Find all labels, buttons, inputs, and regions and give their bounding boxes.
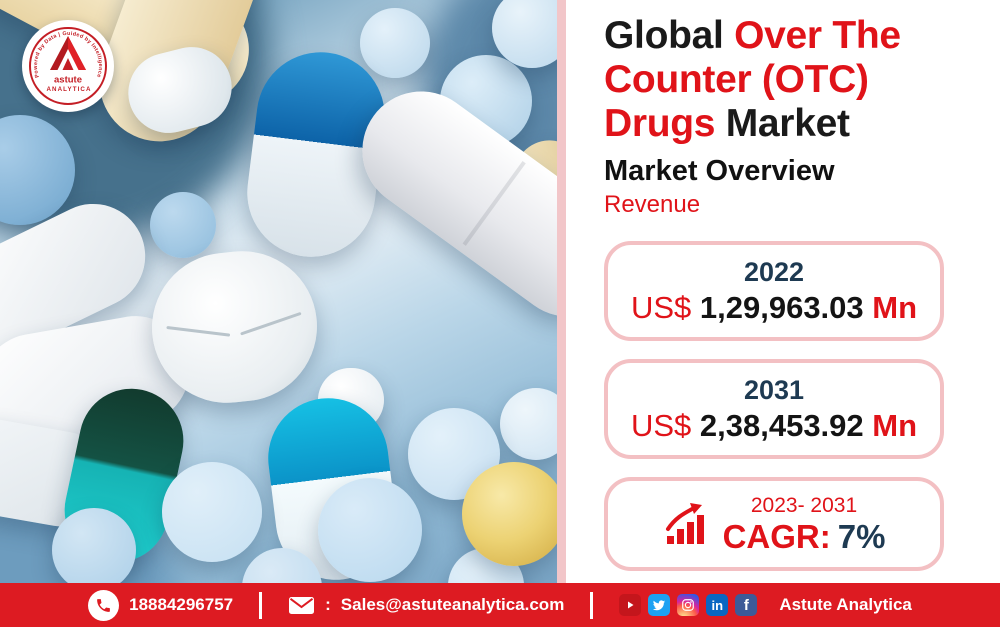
revenue-number: 2,38,453.92: [699, 407, 864, 443]
youtube-icon[interactable]: [619, 594, 642, 616]
content-panel: Global Over The Counter (OTC) Drugs Mark…: [566, 0, 1000, 583]
phone-contact[interactable]: 18884296757: [88, 589, 234, 621]
twitter-icon[interactable]: [648, 594, 671, 616]
cagr-label: CAGR: [722, 517, 820, 555]
footer-bar: 18884296757 : Sales@astuteanalytica.com: [0, 583, 1000, 627]
phone-number: 18884296757: [129, 595, 234, 614]
page-title: Global Over The Counter (OTC) Drugs Mark…: [604, 14, 962, 146]
astute-analytica-logo: Powered by Data | Guided by Intelligence…: [22, 20, 114, 112]
logo-name-line1: astute: [54, 75, 82, 86]
email-contact[interactable]: : Sales@astuteanalytica.com: [288, 595, 564, 615]
social-and-company: in f Astute Analytica: [619, 594, 912, 616]
email-icon: [289, 596, 315, 614]
revenue-number: 1,29,963.03: [699, 289, 864, 325]
unit-label: Mn: [872, 289, 918, 325]
currency-label: US$: [630, 289, 692, 325]
logo-name-line2: ANALYTICA: [46, 86, 91, 93]
phone-icon: [88, 589, 120, 621]
pill-shape: [462, 462, 557, 566]
instagram-icon[interactable]: [677, 594, 700, 616]
card-year: 2031: [743, 375, 805, 406]
pill-shape: [318, 478, 422, 582]
footer-divider: [259, 591, 263, 619]
cagr-value: 7%: [837, 517, 886, 555]
company-name: Astute Analytica: [779, 595, 912, 614]
pills-photo: Powered by Data | Guided by Intelligence…: [0, 0, 557, 583]
pill-shape: [150, 192, 216, 258]
subtitle-market-overview: Market Overview: [604, 155, 835, 188]
card-year: 2022: [743, 257, 805, 288]
pill-shape: [360, 8, 430, 78]
title-segment-black: Global: [604, 14, 724, 57]
pill-shape: [162, 462, 262, 562]
unit-label: Mn: [872, 407, 918, 443]
cagr-period: 2023- 2031: [750, 494, 858, 518]
linkedin-icon[interactable]: in: [706, 594, 729, 616]
title-segment-red: Over The Counter (OTC) Drugs: [604, 14, 901, 146]
footer-divider: [590, 591, 594, 619]
social-icons: in f: [619, 594, 758, 616]
card-value: US$ 1,29,963.03 Mn: [631, 289, 917, 326]
facebook-icon[interactable]: f: [735, 594, 758, 616]
pill-shape: [52, 508, 136, 583]
metric-label-revenue: Revenue: [604, 191, 701, 219]
title-segment-black: Market: [725, 102, 850, 146]
growth-chart-icon: [665, 503, 704, 545]
cagr-card: 2023- 2031 CAGR: 7%: [604, 477, 944, 572]
divider-stripe: [557, 0, 566, 583]
cagr-text: 2023- 2031 CAGR: 7%: [723, 493, 886, 554]
cagr-line: CAGR: 7%: [722, 517, 886, 555]
email-address: Sales@astuteanalytica.com: [340, 595, 565, 614]
card-value: US$ 2,38,453.92 Mn: [631, 407, 917, 444]
stat-cards: 2022 US$ 1,29,963.03 Mn 2031 US$ 2,38,45…: [604, 241, 944, 572]
stat-card-2031: 2031 US$ 2,38,453.92 Mn: [604, 359, 944, 460]
currency-label: US$: [630, 407, 692, 443]
email-colon: :: [325, 595, 331, 614]
stat-card-2022: 2022 US$ 1,29,963.03 Mn: [604, 241, 944, 342]
pill-shape: [500, 388, 557, 460]
astute-analytica-logo-graphic: Powered by Data | Guided by Intelligence…: [23, 21, 113, 111]
